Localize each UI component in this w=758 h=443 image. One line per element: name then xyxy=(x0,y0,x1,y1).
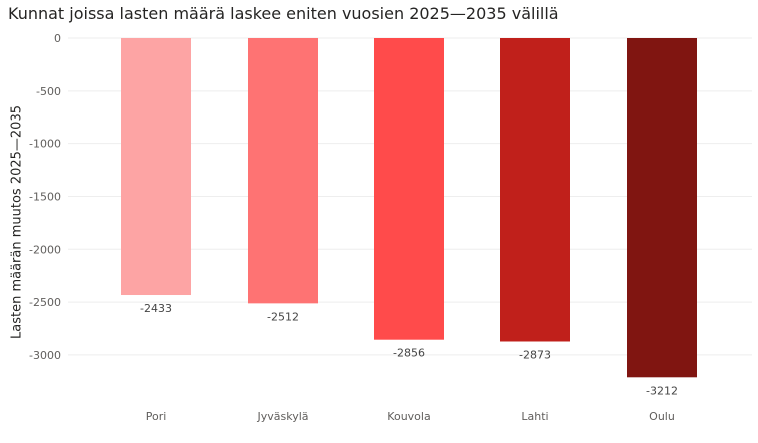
x-tick-label: Oulu xyxy=(649,410,675,423)
x-tick-label: Lahti xyxy=(521,410,548,423)
data-label: -2856 xyxy=(393,347,425,360)
bar-pori[interactable] xyxy=(121,38,191,296)
y-tick-label: -2500 xyxy=(29,296,61,309)
x-tick-label: Jyväskylä xyxy=(256,410,308,423)
x-axis-ticks: Pori Jyväskylä Kouvola Lahti Oulu xyxy=(146,410,675,423)
bar-lahti[interactable] xyxy=(500,38,570,342)
y-tick-label: -2000 xyxy=(29,243,61,256)
y-tick-label: -1500 xyxy=(29,190,61,203)
data-label: -2512 xyxy=(267,310,299,323)
data-label: -2433 xyxy=(140,302,172,315)
chart-title: Kunnat joissa lasten määrä laskee eniten… xyxy=(8,4,559,23)
y-tick-label: -500 xyxy=(36,85,61,98)
x-tick-label: Kouvola xyxy=(387,410,430,423)
bar-jyväskylä[interactable] xyxy=(248,38,318,304)
bar-kouvola[interactable] xyxy=(374,38,444,340)
y-tick-label: -3000 xyxy=(29,349,61,362)
y-tick-label: 0 xyxy=(54,32,61,45)
y-tick-label: -1000 xyxy=(29,138,61,151)
data-label: -2873 xyxy=(519,348,551,361)
bar-oulu[interactable] xyxy=(627,38,697,378)
y-axis-ticks: 0 -500 -1000 -1500 -2000 -2500 -3000 xyxy=(29,32,61,362)
data-labels: -2433 -2512 -2856 -2873 -3212 xyxy=(140,302,678,397)
x-tick-label: Pori xyxy=(146,410,167,423)
bars xyxy=(121,38,697,378)
data-label: -3212 xyxy=(646,384,678,397)
